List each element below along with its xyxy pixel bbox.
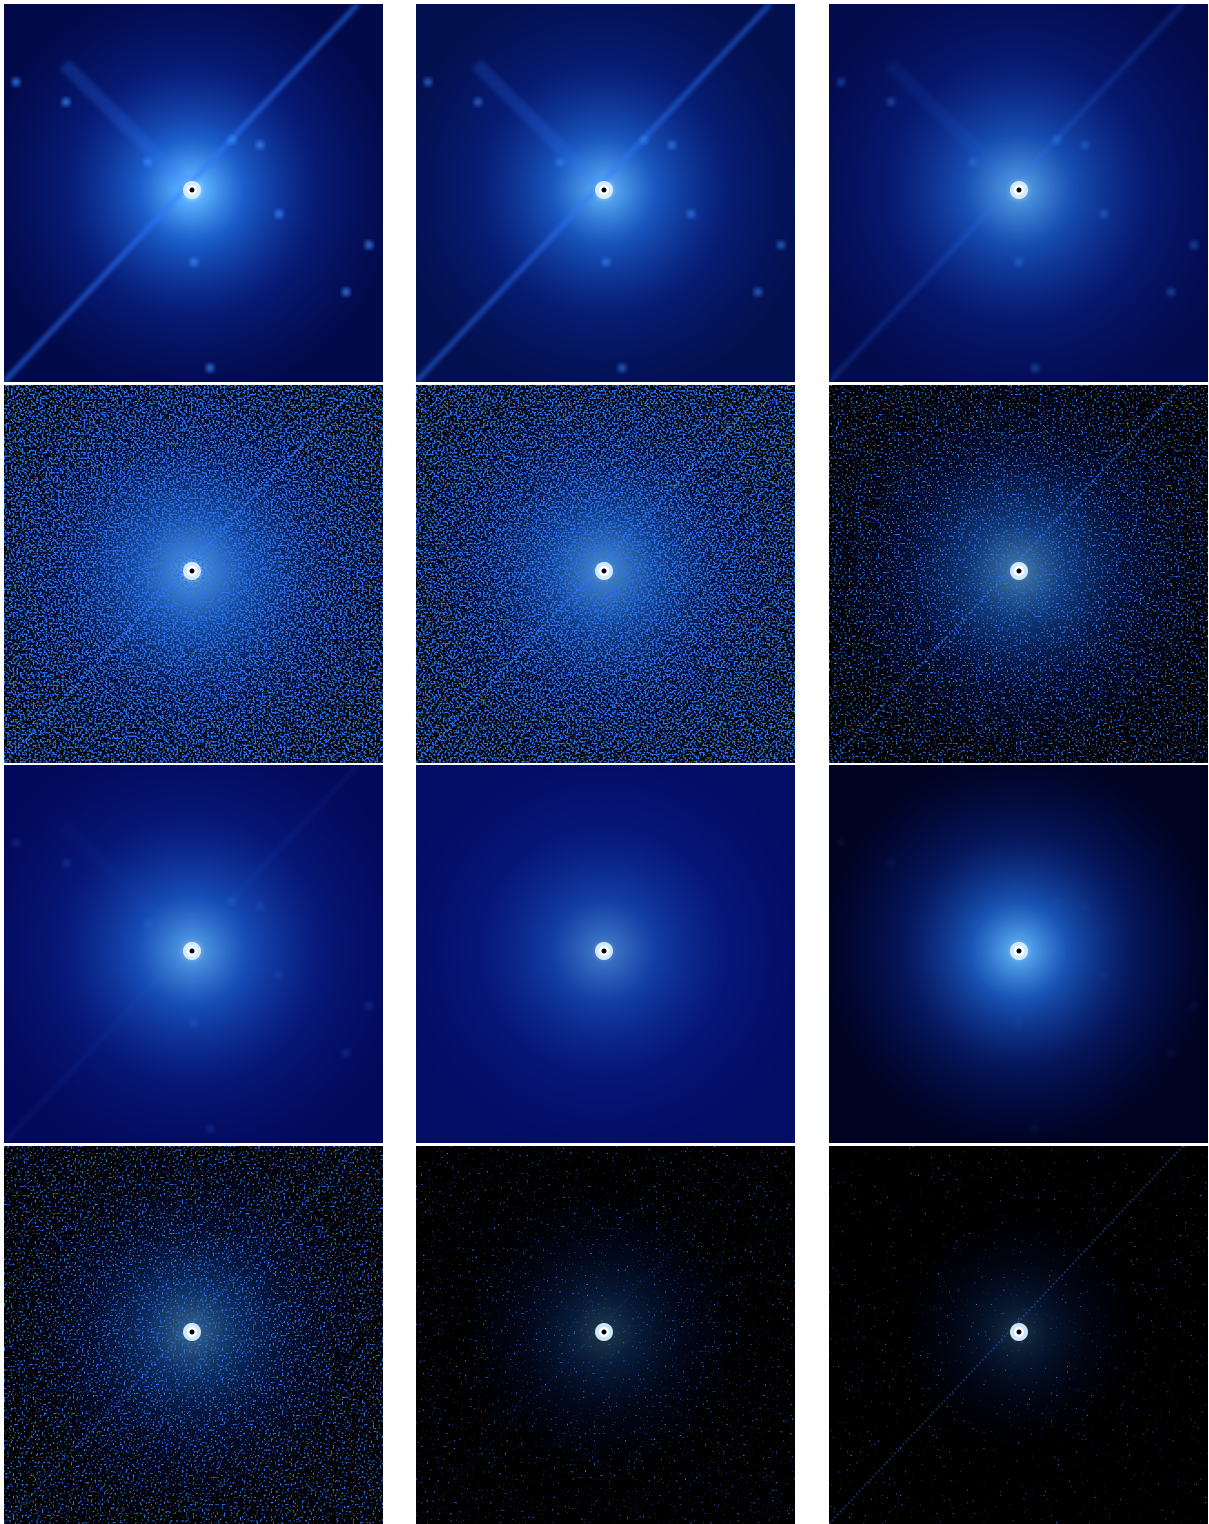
telescope-image (4, 385, 383, 763)
star (556, 158, 564, 166)
star (887, 98, 895, 106)
star (602, 258, 610, 266)
star (190, 1019, 198, 1027)
core-hole (190, 569, 195, 574)
star (1167, 1049, 1175, 1057)
star (144, 158, 152, 166)
telescope-image (829, 4, 1208, 382)
star (1167, 288, 1175, 296)
star (887, 859, 895, 867)
core-hole (190, 949, 195, 954)
core-hole (190, 188, 195, 193)
core-hole (1017, 569, 1022, 574)
core-hole (602, 188, 607, 193)
star (640, 136, 648, 144)
star (1031, 364, 1039, 372)
star (1100, 210, 1108, 218)
core-hole (602, 1330, 607, 1335)
star (424, 78, 432, 86)
star (1015, 258, 1023, 266)
star (365, 241, 373, 249)
telescope-image (416, 385, 795, 763)
star (837, 78, 845, 86)
image-grid (0, 0, 1209, 1524)
star (275, 971, 283, 979)
star (1100, 971, 1108, 979)
star (275, 210, 283, 218)
star (62, 98, 70, 106)
telescope-image (4, 765, 383, 1143)
telescope-image (416, 4, 795, 382)
star (1081, 902, 1089, 910)
star (256, 141, 264, 149)
star (228, 897, 236, 905)
star (144, 919, 152, 927)
star (206, 1125, 214, 1133)
star (62, 859, 70, 867)
star (1081, 141, 1089, 149)
core-hole (1017, 188, 1022, 193)
core-hole (190, 1330, 195, 1335)
star (969, 919, 977, 927)
star (1053, 136, 1061, 144)
core-hole (1017, 1330, 1022, 1335)
star (1190, 241, 1198, 249)
star (668, 141, 676, 149)
star (190, 258, 198, 266)
star (12, 78, 20, 86)
star (1031, 1125, 1039, 1133)
telescope-image (4, 4, 383, 382)
core-hole (602, 569, 607, 574)
star (687, 210, 695, 218)
telescope-image (416, 765, 795, 1143)
star (228, 136, 236, 144)
telescope-image (829, 765, 1208, 1143)
telescope-image (829, 385, 1208, 763)
star (342, 1049, 350, 1057)
star (777, 241, 785, 249)
star (1190, 1002, 1198, 1010)
star (754, 288, 762, 296)
star (837, 839, 845, 847)
telescope-image (416, 1146, 795, 1524)
core-hole (602, 949, 607, 954)
star (618, 364, 626, 372)
star (1015, 1019, 1023, 1027)
core-hole (1017, 949, 1022, 954)
star (12, 839, 20, 847)
star (342, 288, 350, 296)
telescope-image (4, 1146, 383, 1524)
star (1053, 897, 1061, 905)
star (365, 1002, 373, 1010)
star (206, 364, 214, 372)
star (969, 158, 977, 166)
telescope-image (829, 1146, 1208, 1524)
star (256, 902, 264, 910)
star (474, 98, 482, 106)
